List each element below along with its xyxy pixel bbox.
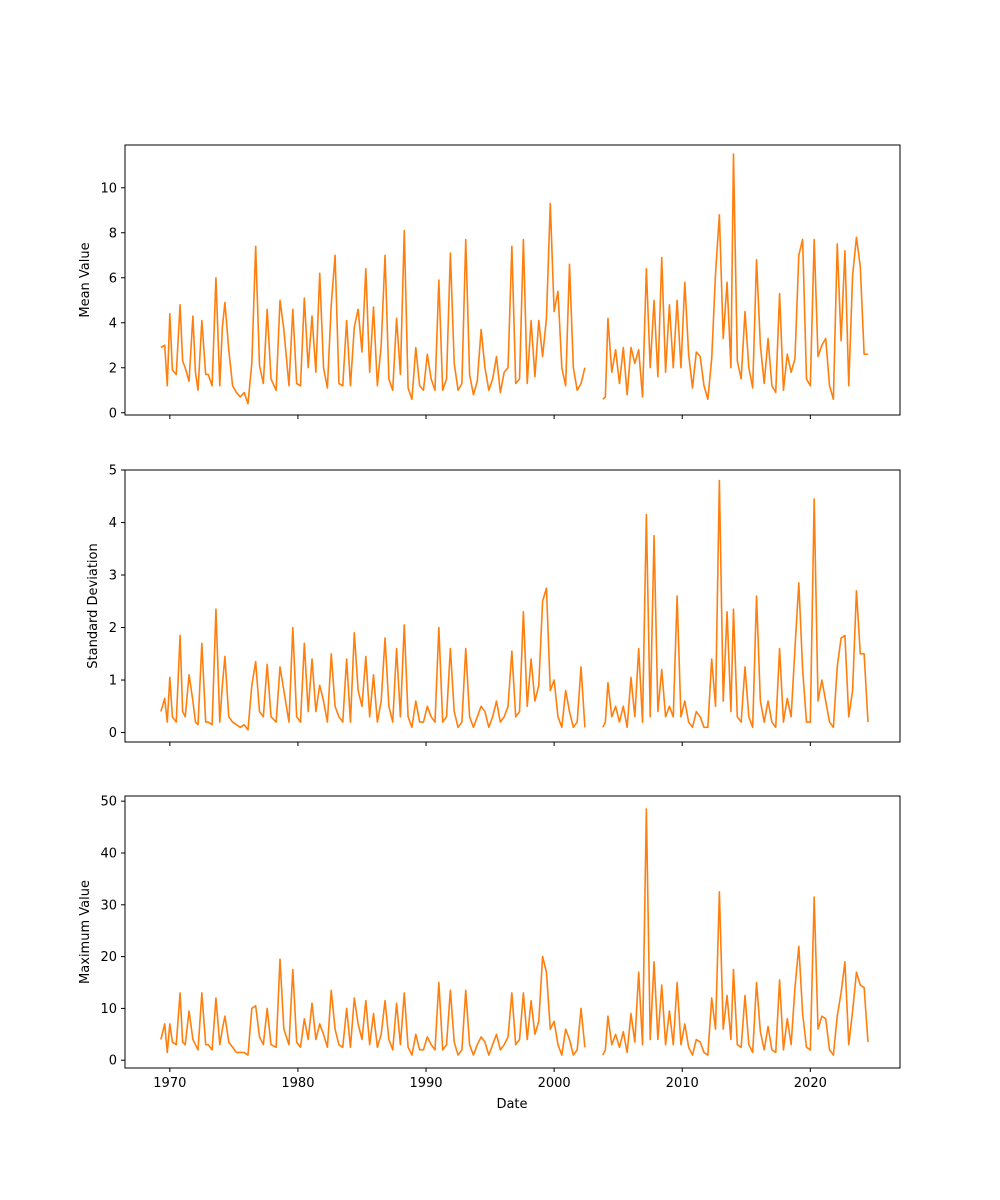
- x-tick-label: 2020: [794, 1076, 827, 1091]
- y-axis-label: Mean Value: [78, 242, 93, 317]
- y-tick-label: 10: [100, 181, 117, 196]
- series-line-segment-1: [160, 587, 586, 731]
- x-axis-label: Date: [496, 1097, 527, 1112]
- y-tick-label: 6: [109, 271, 117, 286]
- subplot-maximum-value: 0 10 20 30 40 50 1970 1980 1990 2000 2010 2020 Max…: [78, 795, 901, 1112]
- x-tick-label: 1980: [281, 1076, 314, 1091]
- y-tick-label: 4: [109, 516, 117, 531]
- y-ticks: 0 2 4 6 8 10: [100, 181, 125, 421]
- y-tick-label: 20: [100, 950, 117, 965]
- y-tick-label: 0: [109, 406, 117, 421]
- axes-frame: [124, 469, 901, 743]
- subplot-mean-value: 0 2 4 6 8 10 Mean Value: [78, 144, 901, 421]
- y-tick-label: 0: [109, 726, 117, 741]
- series-line-segment-1: [160, 202, 586, 405]
- x-ticks: 1970 1980 1990 2000 2010 2020: [153, 1068, 827, 1091]
- x-tick-label: 1990: [409, 1076, 442, 1091]
- x-ticks: [169, 415, 811, 419]
- y-ticks: 0 1 2 3 4 5: [109, 464, 125, 741]
- series-line-segment-2: [602, 153, 868, 401]
- line-layer: [160, 479, 869, 731]
- series-line-segment-1: [160, 955, 586, 1056]
- x-tick-label: 2000: [538, 1076, 571, 1091]
- y-axis-label: Maximum Value: [78, 880, 93, 984]
- y-tick-label: 40: [100, 846, 117, 861]
- line-layer: [160, 153, 868, 405]
- y-axis-label: Standard Deviation: [86, 543, 101, 668]
- x-ticks: [169, 742, 811, 746]
- y-tick-label: 50: [100, 795, 117, 810]
- x-tick-label: 1970: [153, 1076, 186, 1091]
- y-tick-label: 1: [109, 674, 117, 689]
- y-tick-label: 10: [100, 1002, 117, 1017]
- series-line-segment-2: [602, 808, 869, 1056]
- y-tick-label: 30: [100, 898, 117, 913]
- series-line-segment-2: [602, 479, 869, 729]
- y-tick-label: 5: [109, 464, 117, 479]
- line-layer: [160, 808, 869, 1056]
- axes-frame: [124, 795, 901, 1069]
- y-tick-label: 0: [109, 1054, 117, 1069]
- y-tick-label: 2: [109, 361, 117, 376]
- y-tick-label: 2: [109, 621, 117, 636]
- y-tick-label: 3: [109, 569, 117, 584]
- subplot-standard-deviation: 0 1 2 3 4 5 Standard Deviation: [86, 464, 901, 746]
- axes-frame: [124, 144, 901, 416]
- y-tick-label: 4: [109, 316, 117, 331]
- y-tick-label: 8: [109, 226, 117, 241]
- x-tick-label: 2010: [666, 1076, 699, 1091]
- y-ticks: 0 10 20 30 40 50: [100, 795, 125, 1069]
